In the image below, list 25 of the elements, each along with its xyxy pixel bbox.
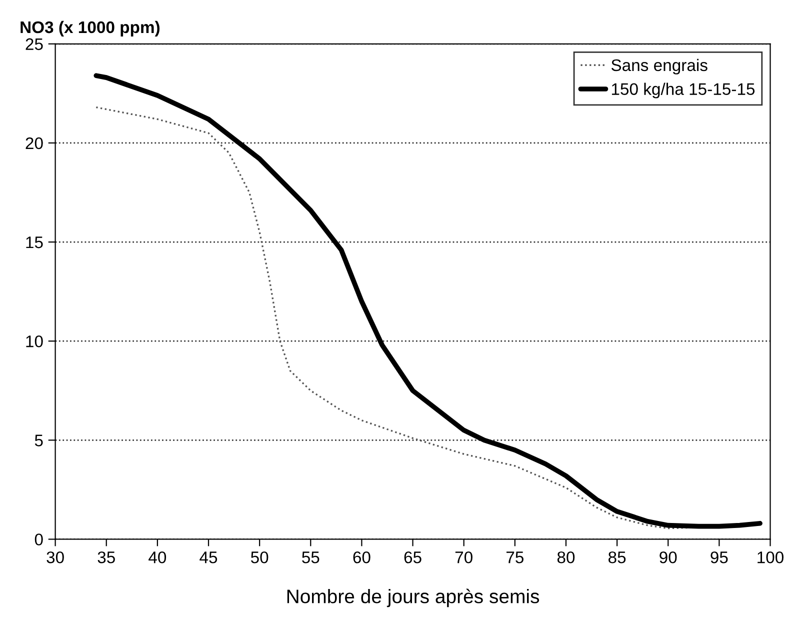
x-tick-label: 100 bbox=[758, 551, 784, 564]
y-tick-label: 5 bbox=[34, 434, 43, 446]
x-axis-title: Nombre de jours après semis bbox=[287, 588, 540, 608]
x-tick-label: 55 bbox=[302, 552, 320, 564]
y-tick-label: 15 bbox=[26, 236, 43, 248]
legend-label: Sans engrais bbox=[611, 58, 708, 74]
x-tick-label: 30 bbox=[46, 551, 64, 564]
x-tick-label: 90 bbox=[660, 551, 677, 564]
legend-label: 150 kg/ha 15-15-15 bbox=[612, 82, 755, 98]
x-tick-label: 60 bbox=[353, 551, 370, 564]
y-tick-label: 20 bbox=[26, 137, 43, 150]
y-tick-label: 0 bbox=[34, 534, 43, 546]
x-tick-label: 40 bbox=[148, 551, 166, 564]
x-tick-label: 85 bbox=[608, 551, 626, 564]
x-tick-label: 35 bbox=[98, 551, 115, 564]
x-tick-label: 75 bbox=[506, 552, 524, 564]
x-tick-label: 95 bbox=[710, 551, 728, 564]
x-tick-label: 70 bbox=[455, 551, 472, 564]
y-tick-label: 25 bbox=[26, 38, 43, 50]
x-tick-label: 65 bbox=[404, 551, 422, 564]
x-tick-label: 80 bbox=[557, 551, 575, 564]
x-tick-label: 45 bbox=[200, 552, 218, 564]
y-tick-label: 10 bbox=[26, 335, 43, 348]
x-tick-label: 50 bbox=[250, 551, 268, 564]
y-axis-title: NO3 (x 1000 ppm) bbox=[20, 20, 160, 36]
